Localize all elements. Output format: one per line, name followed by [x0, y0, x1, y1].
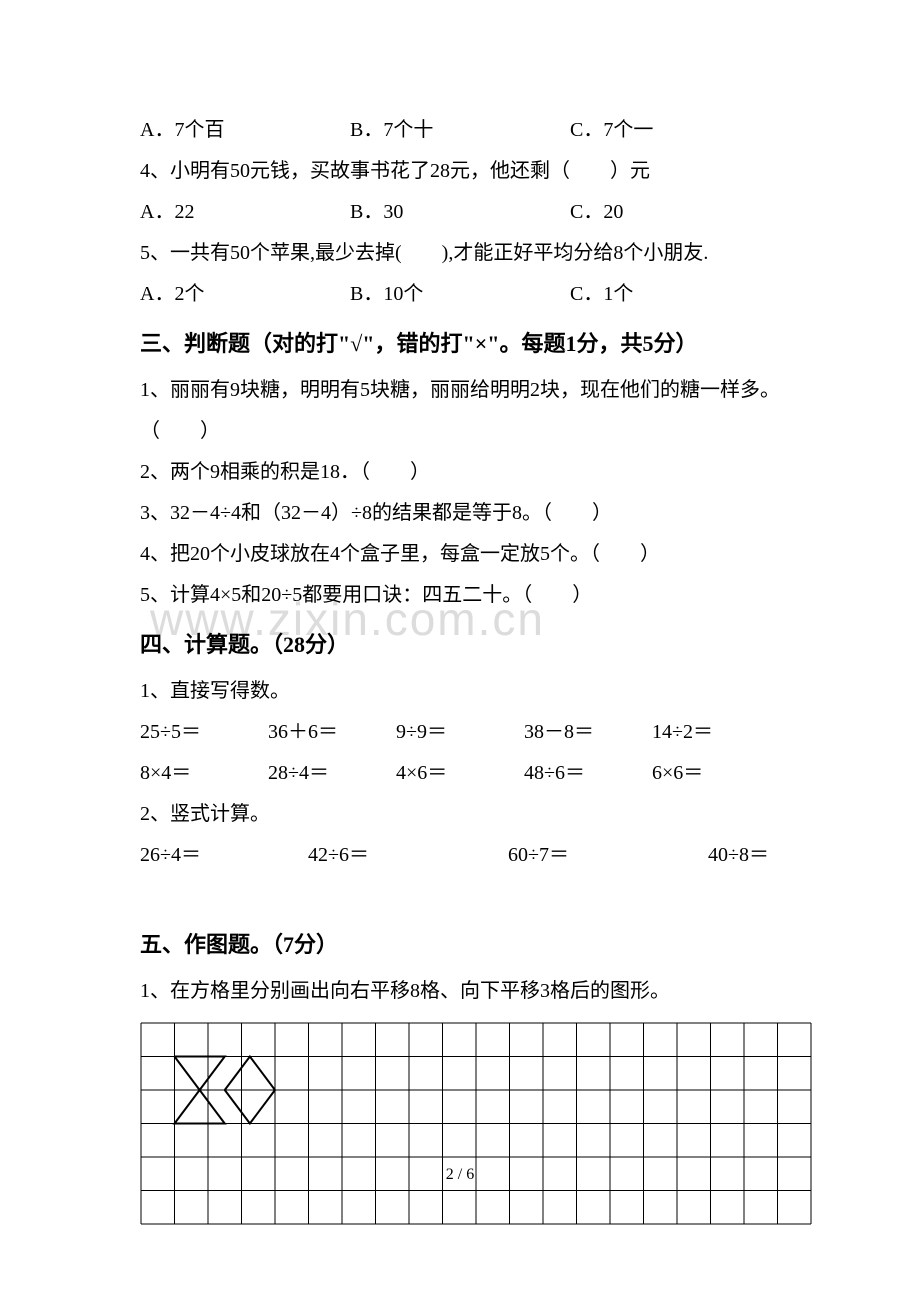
- calc-cell: 38－8＝: [524, 712, 652, 753]
- q3-options: A．7个百 B．7个十 C．7个一: [140, 110, 780, 151]
- calc-cell: 36＋6＝: [268, 712, 396, 753]
- section3-title: 三、判断题（对的打"√"，错的打"×"。每题1分，共5分）: [140, 321, 780, 366]
- q3-opt-a: A．7个百: [140, 110, 350, 151]
- s3-item-5: 5、计算4×5和20÷5都要用口诀：四五二十。（ ）: [140, 575, 780, 616]
- s3-item-3: 3、32－4÷4和（32－4）÷8的结果都是等于8。（ ）: [140, 493, 780, 534]
- calc-row-3: 26÷4＝ 42÷6＝ 60÷7＝ 40÷8＝: [140, 835, 780, 876]
- calc-row-1: 25÷5＝ 36＋6＝ 9÷9＝ 38－8＝ 14÷2＝: [140, 712, 780, 753]
- q5-opt-b: B．10个: [350, 274, 570, 315]
- calc-cell: 26÷4＝: [140, 835, 308, 876]
- s5-item1: 1、在方格里分别画出向右平移8格、向下平移3格后的图形。: [140, 971, 780, 1012]
- calc-cell: 42÷6＝: [308, 835, 508, 876]
- q4-opt-c: C．20: [570, 192, 623, 233]
- spacer: [140, 876, 780, 916]
- q3-opt-c: C．7个一: [570, 110, 653, 151]
- section5-title: 五、作图题。（7分）: [140, 922, 780, 967]
- calc-cell: 8×4＝: [140, 753, 268, 794]
- s4-sub2: 2、竖式计算。: [140, 794, 780, 835]
- q4-options: A．22 B．30 C．20: [140, 192, 780, 233]
- s4-sub1: 1、直接写得数。: [140, 671, 780, 712]
- calc-cell: 28÷4＝: [268, 753, 396, 794]
- calc-cell: 4×6＝: [396, 753, 524, 794]
- q5-opt-c: C．1个: [570, 274, 633, 315]
- q4-stem: 4、小明有50元钱，买故事书花了28元，他还剩（ ）元: [140, 151, 780, 192]
- grid-svg: [140, 1022, 812, 1225]
- calc-cell: 25÷5＝: [140, 712, 268, 753]
- calc-cell: 48÷6＝: [524, 753, 652, 794]
- s3-item-2: 2、两个9相乘的积是18．（ ）: [140, 452, 780, 493]
- calc-row-2: 8×4＝ 28÷4＝ 4×6＝ 48÷6＝ 6×6＝: [140, 753, 780, 794]
- document-content: A．7个百 B．7个十 C．7个一 4、小明有50元钱，买故事书花了28元，他还…: [140, 110, 780, 1240]
- grid-figure: [140, 1022, 780, 1240]
- q3-opt-b: B．7个十: [350, 110, 570, 151]
- q4-opt-b: B．30: [350, 192, 570, 233]
- q5-stem: 5、一共有50个苹果,最少去掉( ),才能正好平均分给8个小朋友.: [140, 233, 780, 274]
- section4-title: 四、计算题。（28分）: [140, 622, 780, 667]
- s3-item-4: 4、把20个小皮球放在4个盒子里，每盒一定放5个。（ ）: [140, 534, 780, 575]
- calc-cell: 6×6＝: [652, 753, 780, 794]
- s3-item-1: 1、丽丽有9块糖，明明有5块糖，丽丽给明明2块，现在他们的糖一样多。（ ）: [140, 370, 780, 452]
- q4-opt-a: A．22: [140, 192, 350, 233]
- calc-cell: 14÷2＝: [652, 712, 780, 753]
- calc-cell: 9÷9＝: [396, 712, 524, 753]
- q5-options: A．2个 B．10个 C．1个: [140, 274, 780, 315]
- q5-opt-a: A．2个: [140, 274, 350, 315]
- calc-cell: 40÷8＝: [708, 835, 769, 876]
- calc-cell: 60÷7＝: [508, 835, 708, 876]
